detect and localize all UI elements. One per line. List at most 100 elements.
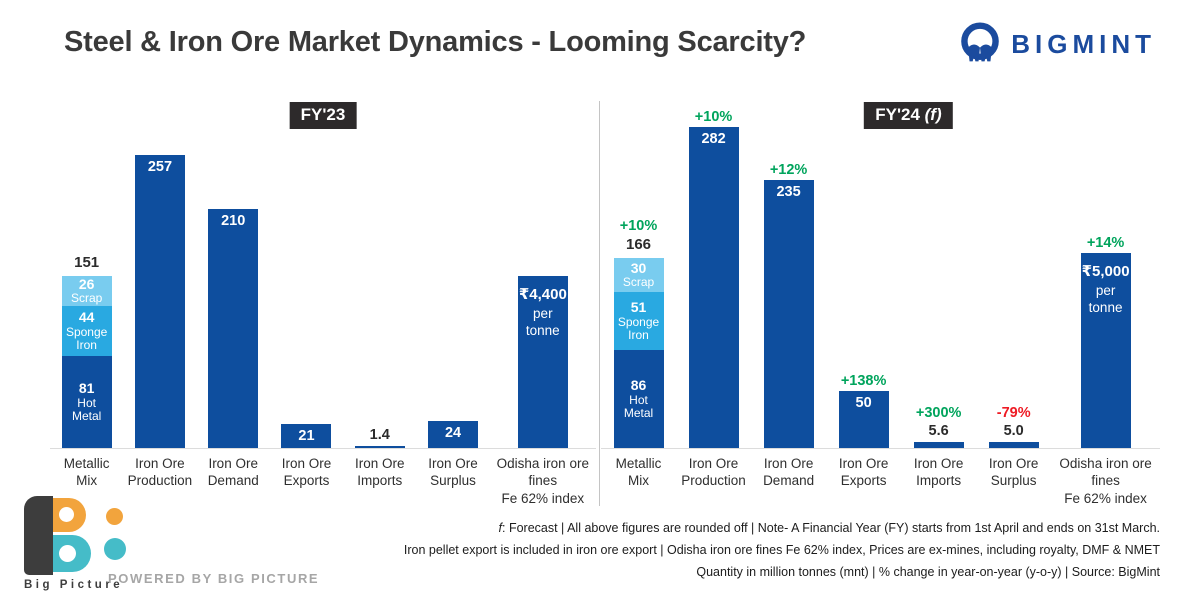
bar-zone: 257 [123, 95, 196, 448]
bar-value-label: 235 [776, 184, 801, 200]
bar-zone: 1.4 [343, 95, 416, 448]
big-picture-wordmark: Big Picture [24, 579, 124, 591]
category-line: Surplus [430, 473, 476, 489]
category-line: Iron Ore [428, 456, 478, 471]
big-picture-logo-orange-dot [106, 508, 123, 525]
bar-zone: 24 [416, 95, 489, 448]
big-picture-logo-teal-dot [104, 538, 126, 560]
category-label: Iron Ore Exports [839, 455, 889, 490]
price-label-line: per [533, 305, 553, 321]
category-label: Iron Ore Surplus [428, 455, 478, 490]
segment-name: Hot Metal [623, 392, 654, 420]
value-bar: 282 [688, 127, 739, 448]
category-label: Iron Ore Demand [208, 455, 259, 490]
value-bar: 235 [763, 180, 814, 448]
footnotes: f: Forecast | All above figures are roun… [404, 518, 1160, 583]
value-bar: 21 [281, 424, 332, 448]
pct-change-label: -79% [996, 405, 1031, 421]
category-line: Imports [916, 473, 962, 489]
chart-area: FY'23 151 26 Scrap 44 Sponge Iron 81 Hot Metal M… [50, 95, 1160, 507]
value-bar: 50 [838, 391, 889, 448]
category-line: Iron Ore [355, 456, 405, 471]
fy-period-label: FY'23 [289, 102, 357, 129]
category-line: Fe 62% index [501, 490, 585, 506]
category-line: Mix [76, 473, 98, 489]
big-picture-logo: Big Picture [24, 494, 154, 594]
chart-column: 210 Iron Ore Demand [197, 95, 270, 507]
stack-total-label: 166 [626, 236, 652, 253]
segment-name: Sponge Iron [617, 314, 660, 342]
chart-column: 24 Iron Ore Surplus [416, 95, 489, 507]
value-bar: 24 [428, 421, 479, 448]
bar-value-label: 50 [855, 395, 872, 411]
category-line: Odisha iron ore [496, 456, 589, 471]
segment-value: 30 [630, 259, 647, 276]
chart-column: ₹4,400 per tonne Odisha iron ore fines Fe 62%… [490, 95, 596, 507]
footnote-line-1-text: : Forecast | All above figures are round… [502, 521, 1160, 535]
pct-change-label: +300% [915, 405, 962, 421]
segment-name: Scrap [70, 291, 103, 306]
category-label: Metallic Mix [64, 455, 110, 490]
bar-zone: 21 [270, 95, 343, 448]
category-line: Iron Ore [208, 456, 258, 471]
chart-column: -79% 5.0 Iron Ore Surplus [976, 95, 1051, 507]
category-line: Iron Ore [913, 456, 964, 471]
chart-column: +12% 235 Iron Ore Demand [751, 95, 826, 507]
price-label-line: ₹4,400 [518, 286, 567, 303]
category-label: Metallic Mix [616, 455, 662, 490]
bar-zone: 151 26 Scrap 44 Sponge Iron 81 Hot Metal [50, 95, 123, 448]
value-bar: 210 [208, 209, 259, 448]
pct-change-label: +12% [769, 162, 808, 178]
footnote-line-1: f: Forecast | All above figures are roun… [404, 518, 1160, 540]
price-label-line: tonne [1088, 300, 1123, 316]
category-label: Iron Ore Demand [763, 455, 814, 490]
footnote-line-3: Quantity in million tonnes (mnt) | % cha… [696, 564, 1160, 579]
bar-segment-sponge-iron: 44 Sponge Iron [61, 306, 112, 356]
value-bar [913, 442, 964, 448]
category-line: Imports [357, 473, 403, 489]
segment-value: 81 [78, 380, 95, 397]
panel-divider [599, 101, 600, 506]
pct-change-label: +14% [1086, 235, 1125, 251]
big-picture-logo-orange-lobe [53, 498, 86, 532]
chart-column: 257 Iron Ore Production [123, 95, 196, 507]
category-label: Odisha iron ore fines Fe 62% index [497, 455, 589, 507]
stack-total-label: 151 [74, 254, 100, 271]
big-picture-logo-teal-lobe [53, 535, 91, 572]
category-line: Production [681, 473, 746, 489]
bar-segment-sponge-iron: 51 Sponge Iron [613, 292, 664, 350]
bigmint-logo: BIGMINT [958, 22, 1156, 66]
bar-segment-scrap: 26 Scrap [61, 276, 112, 306]
chart-column: 1.4 Iron Ore Imports [343, 95, 416, 507]
bar-value-label: 282 [701, 131, 726, 147]
value-bar [988, 442, 1039, 448]
price-bar: ₹5,000 per tonne [1080, 253, 1131, 448]
chart-column: 21 Iron Ore Exports [270, 95, 343, 507]
bigmint-miners-icon [961, 22, 1000, 62]
bar-segment-scrap: 30 Scrap [613, 258, 664, 292]
pct-change-label: +10% [619, 218, 658, 234]
bar-zone: +300% 5.6 [901, 95, 976, 448]
bar-zone: +14% ₹5,000 per tonne [1051, 95, 1160, 448]
price-bar: ₹4,400 per tonne [517, 276, 568, 448]
category-label: Iron Ore Surplus [989, 455, 1039, 490]
bar-value-label: 24 [444, 425, 462, 441]
powered-by-text: POWERED BY BIG PICTURE [108, 571, 320, 586]
category-label: Iron Ore Imports [355, 455, 405, 490]
forecast-marker: (f) [919, 105, 942, 124]
bar-zone: 210 [197, 95, 270, 448]
bar-segment-hot-metal: 86 Hot Metal [613, 350, 664, 448]
category-line: Surplus [990, 473, 1037, 489]
category-line: Iron Ore [281, 456, 332, 471]
category-line: fines [1091, 473, 1120, 489]
category-line: Iron Ore [688, 456, 739, 471]
chart-column: +14% ₹5,000 per tonne Odisha iron ore fines Fe… [1051, 95, 1160, 507]
bar-columns: +10% 166 30 Scrap 51 Sponge Iron 86 Hot Metal Me… [601, 95, 1160, 507]
segment-name: Hot Metal [71, 395, 102, 423]
segment-name: Sponge Iron [65, 324, 108, 352]
forecast-f-italic: f [498, 521, 503, 535]
bar-value-label: 210 [221, 213, 246, 229]
category-line: Iron Ore [763, 456, 814, 471]
pct-change-label: +10% [694, 109, 733, 125]
category-line: Fe 62% index [1064, 490, 1147, 506]
